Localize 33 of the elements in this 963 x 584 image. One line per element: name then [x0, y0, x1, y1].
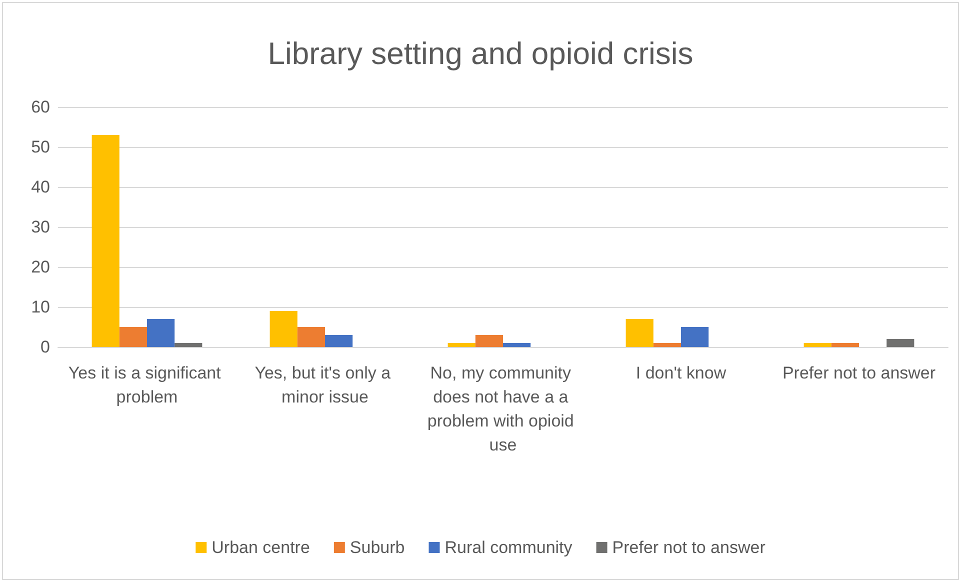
bar	[174, 343, 202, 347]
y-tick-label: 50	[31, 138, 50, 156]
y-tick-label: 30	[31, 218, 50, 236]
y-tick-label: 60	[31, 98, 50, 116]
bar	[804, 343, 832, 347]
x-tick-label: Yes, but it's only a minor issue	[254, 364, 396, 406]
chart-title: Library setting and opioid crisis	[268, 36, 694, 71]
bar	[119, 327, 147, 347]
bar	[475, 335, 503, 347]
x-tick-label: I don't know	[636, 364, 727, 382]
bar	[92, 135, 120, 347]
y-tick-label: 0	[40, 338, 50, 356]
y-tick-label: 10	[31, 298, 50, 316]
legend-label: Urban centre	[212, 538, 310, 557]
bar	[147, 319, 175, 347]
bar	[325, 335, 353, 347]
y-tick-label: 20	[31, 258, 50, 276]
bar	[886, 339, 914, 347]
bar	[270, 311, 298, 347]
bar	[448, 343, 476, 347]
bar	[626, 319, 654, 347]
bar	[681, 327, 709, 347]
x-tick-label: No, my community does not have a a problem with opioid use	[427, 364, 579, 454]
bar	[653, 343, 681, 347]
legend-label: Prefer not to answer	[612, 538, 766, 557]
x-tick-label: Prefer not to answer	[782, 364, 936, 382]
y-tick-label: 40	[31, 178, 50, 196]
bar	[831, 343, 859, 347]
legend-label: Rural community	[444, 538, 573, 557]
bar	[297, 327, 325, 347]
bar	[503, 343, 531, 347]
legend-label: Suburb	[350, 538, 405, 557]
x-tick-label: Yes it is a significant problem	[68, 364, 226, 406]
